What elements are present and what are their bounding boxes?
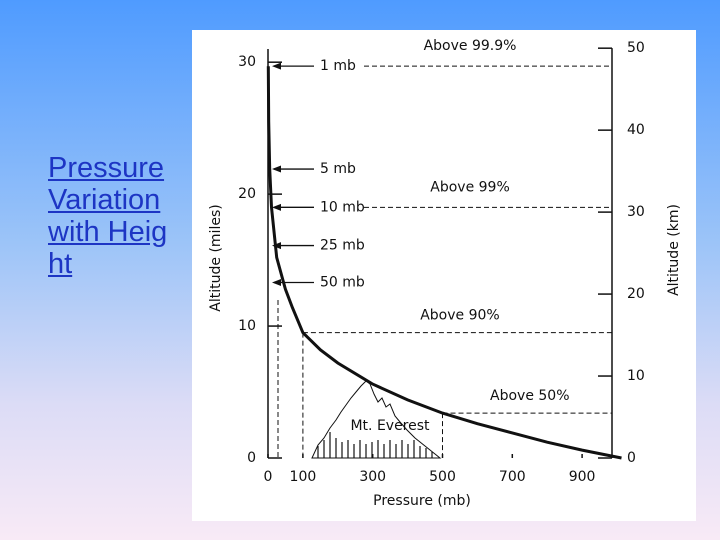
percent-label: Above 99.9% (424, 38, 517, 54)
y-tick-label: 0 (247, 450, 256, 466)
level-label: 1 mb (320, 58, 356, 74)
y-tick-label: 10 (238, 318, 256, 334)
mountain-label: Mt. Everest (350, 418, 430, 434)
percent-label: Above 99% (430, 179, 510, 195)
y2-tick-label: 0 (627, 450, 636, 466)
y2-tick-label: 10 (627, 368, 645, 384)
y-tick-label: 30 (238, 54, 256, 70)
pressure-curve (266, 66, 622, 460)
level-label: 5 mb (320, 161, 356, 177)
slide-title: Pressure Variation with Height (48, 152, 168, 280)
y-tick-label: 20 (238, 186, 256, 202)
x-tick-label: 500 (429, 469, 456, 485)
arrow-head (272, 62, 281, 70)
level-label: 25 mb (320, 238, 365, 254)
x-tick-label: 300 (359, 469, 386, 485)
x-tick-label: 100 (290, 469, 317, 485)
x-axis-label: Pressure (mb) (373, 493, 471, 509)
y2-axis-label: Altitude (km) (666, 204, 682, 296)
y2-tick-label: 50 (627, 40, 645, 56)
percent-label: Above 90% (420, 308, 500, 324)
mountain (311, 380, 442, 459)
x-tick-label: 0 (264, 469, 273, 485)
figure: Mt. Everest Pressure (mb) Altitude (mile… (192, 30, 696, 521)
arrow-head (272, 203, 281, 211)
y2-tick-label: 20 (627, 286, 645, 302)
level-label: 50 mb (320, 275, 365, 291)
y2-tick-label: 30 (627, 204, 645, 220)
y-axis-label: Altitude (miles) (208, 204, 224, 311)
y2-tick-label: 40 (627, 122, 645, 138)
x-tick-label: 700 (499, 469, 526, 485)
percent-label: Above 50% (490, 388, 570, 404)
x-tick-label: 900 (569, 469, 596, 485)
arrow-head (272, 279, 281, 287)
arrow-head (272, 165, 281, 173)
mountain-hatching (317, 432, 433, 458)
level-label: 10 mb (320, 199, 365, 215)
